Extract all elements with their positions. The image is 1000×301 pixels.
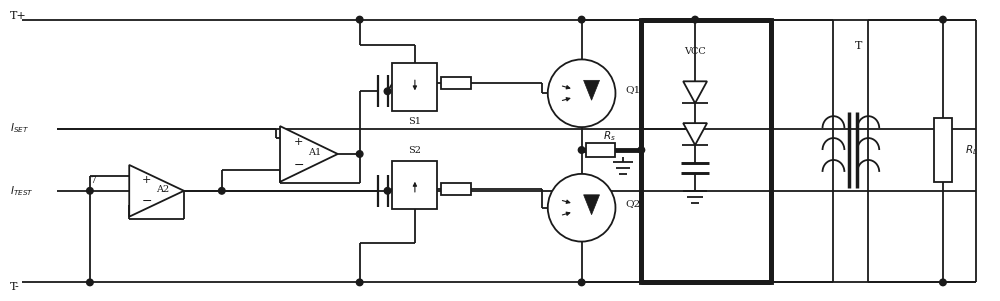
Bar [441, 77, 471, 89]
Circle shape [356, 16, 363, 23]
Circle shape [384, 88, 391, 95]
Circle shape [940, 279, 946, 286]
Text: $I_{SET}$: $I_{SET}$ [10, 121, 29, 135]
Polygon shape [584, 80, 600, 100]
Circle shape [548, 174, 615, 242]
Circle shape [356, 151, 363, 157]
Circle shape [578, 16, 585, 23]
Text: +: + [142, 175, 151, 185]
Polygon shape [129, 165, 184, 217]
Bar [934, 118, 952, 182]
Circle shape [87, 279, 93, 286]
Text: T+: T+ [10, 11, 27, 21]
Circle shape [384, 188, 391, 194]
Text: A1: A1 [308, 148, 321, 157]
Circle shape [87, 188, 93, 194]
Circle shape [692, 16, 698, 23]
Bar [586, 143, 615, 157]
Circle shape [578, 147, 585, 153]
Polygon shape [683, 123, 707, 145]
Text: −: − [294, 160, 304, 172]
Circle shape [638, 147, 645, 153]
Circle shape [356, 279, 363, 286]
Text: T-: T- [10, 282, 20, 292]
Text: S2: S2 [408, 147, 421, 156]
Text: A2: A2 [156, 185, 169, 194]
Bar [392, 64, 437, 111]
Bar [392, 161, 437, 209]
Circle shape [219, 188, 225, 194]
Text: T: T [855, 42, 862, 51]
Text: S1: S1 [408, 116, 421, 126]
Text: $R_s$: $R_s$ [603, 129, 616, 143]
Text: −: − [141, 195, 152, 208]
Text: +: + [294, 137, 304, 147]
Circle shape [578, 279, 585, 286]
Circle shape [940, 16, 946, 23]
Text: $R_L$: $R_L$ [965, 143, 978, 157]
Text: $I_{TEST}$: $I_{TEST}$ [10, 184, 34, 198]
Text: Q2: Q2 [625, 199, 641, 208]
Bar [441, 183, 471, 195]
Text: VCC: VCC [684, 47, 706, 56]
Text: 7: 7 [90, 176, 96, 185]
Polygon shape [683, 81, 707, 103]
Bar [641, 20, 771, 282]
Polygon shape [584, 195, 600, 215]
Text: Q1: Q1 [625, 85, 641, 94]
Polygon shape [280, 126, 338, 182]
Circle shape [548, 59, 615, 127]
